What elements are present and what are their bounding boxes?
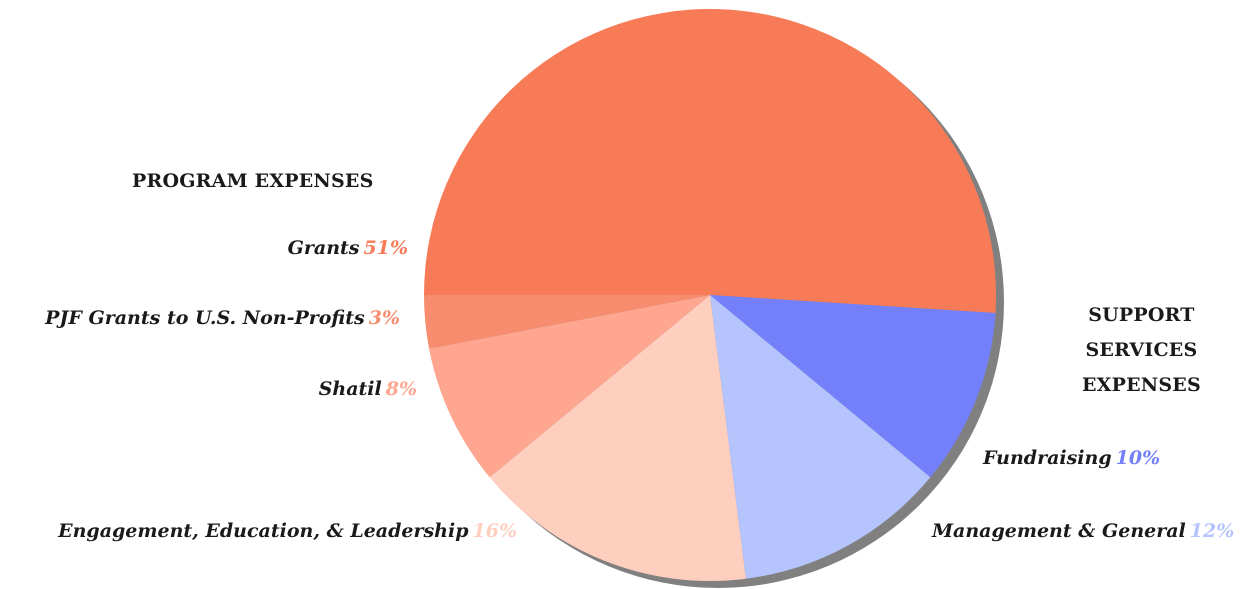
label-shatil: Shatil 8% xyxy=(319,377,417,401)
label-fundraising-percent: 10% xyxy=(1115,447,1161,469)
label-management-percent: 12% xyxy=(1189,520,1235,542)
label-engagement-percent: 16% xyxy=(472,520,518,542)
label-fundraising: Fundraising 10% xyxy=(983,446,1160,470)
pie-slice-management-general xyxy=(710,295,931,579)
label-shatil-name: Shatil xyxy=(318,378,382,400)
support-services-heading: SUPPORT SERVICES EXPENSES xyxy=(1082,298,1201,403)
label-grants-percent: 51% xyxy=(363,237,409,259)
pie-slice-grants xyxy=(424,9,996,313)
label-grants: Grants 51% xyxy=(288,236,408,260)
support-heading-line-3: EXPENSES xyxy=(1082,374,1201,396)
label-pjf-grants: PJF Grants to U.S. Non-Profits 3% xyxy=(45,306,400,330)
support-heading-line-1: SUPPORT xyxy=(1088,304,1195,326)
label-shatil-percent: 8% xyxy=(385,378,417,400)
label-management-name: Management & General xyxy=(932,520,1186,542)
label-management: Management & General 12% xyxy=(932,519,1234,543)
support-heading-line-2: SERVICES xyxy=(1085,339,1198,361)
program-expenses-heading: PROGRAM EXPENSES xyxy=(132,170,374,192)
label-engagement: Engagement, Education, & Leadership 16% xyxy=(58,519,517,543)
label-pjf-grants-name: PJF Grants to U.S. Non-Profits xyxy=(45,307,365,329)
label-pjf-grants-percent: 3% xyxy=(368,307,400,329)
label-grants-name: Grants xyxy=(287,237,360,259)
label-fundraising-name: Fundraising xyxy=(983,447,1112,469)
pie-slice-pjf-grants-to-u-s-non-profits xyxy=(424,295,710,349)
label-engagement-name: Engagement, Education, & Leadership xyxy=(58,520,469,542)
pie-slice-fundraising xyxy=(710,295,996,478)
pie-slice-shatil xyxy=(429,295,710,478)
pie-slice-engagement-education-leadership xyxy=(489,295,746,581)
